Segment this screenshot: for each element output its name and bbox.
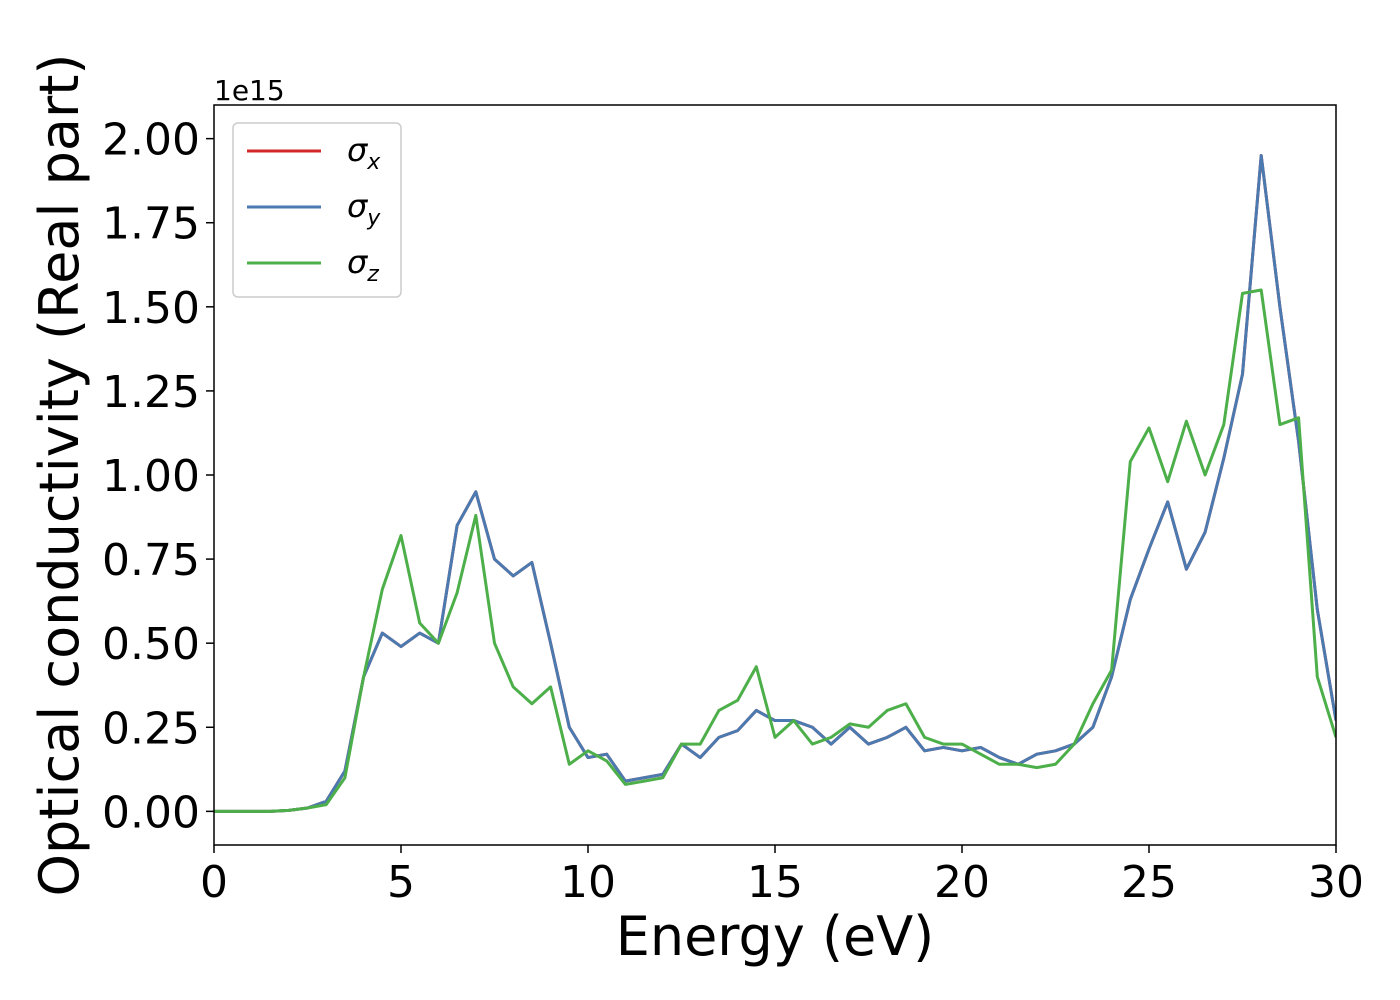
x-axis-label: Energy (eV) [616, 905, 935, 968]
legend-label: σx [347, 131, 381, 175]
legend-label: σz [347, 243, 379, 287]
x-tick-label: 0 [200, 857, 228, 908]
data-line [214, 288, 1336, 813]
plot-frame [213, 104, 1337, 846]
x-tick-label: 30 [1308, 857, 1364, 908]
y-axis-label: Optical conductivity (Real part) [28, 54, 91, 897]
y-tick-label: 0.50 [102, 619, 200, 670]
x-tick-label: 15 [747, 857, 803, 908]
y-tick-label: 0.00 [102, 787, 200, 838]
x-tick-label: 25 [1121, 857, 1177, 908]
y-tick-label: 1.75 [102, 199, 200, 250]
y-tick-label: 0.25 [102, 703, 200, 754]
x-tick-label: 10 [560, 857, 616, 908]
data-line [214, 153, 1336, 813]
x-tick-label: 20 [934, 857, 990, 908]
y-tick-label: 0.75 [102, 535, 200, 586]
y-tick-label: 1.25 [102, 367, 200, 418]
legend-label: σy [347, 187, 381, 231]
y-tick-label: 1.50 [102, 283, 200, 334]
y-offset-label: 1e15 [214, 74, 285, 107]
legend-box [232, 122, 402, 298]
x-tick-label: 5 [387, 857, 415, 908]
y-tick-label: 2.00 [102, 115, 200, 166]
y-tick-label: 1.00 [102, 451, 200, 502]
